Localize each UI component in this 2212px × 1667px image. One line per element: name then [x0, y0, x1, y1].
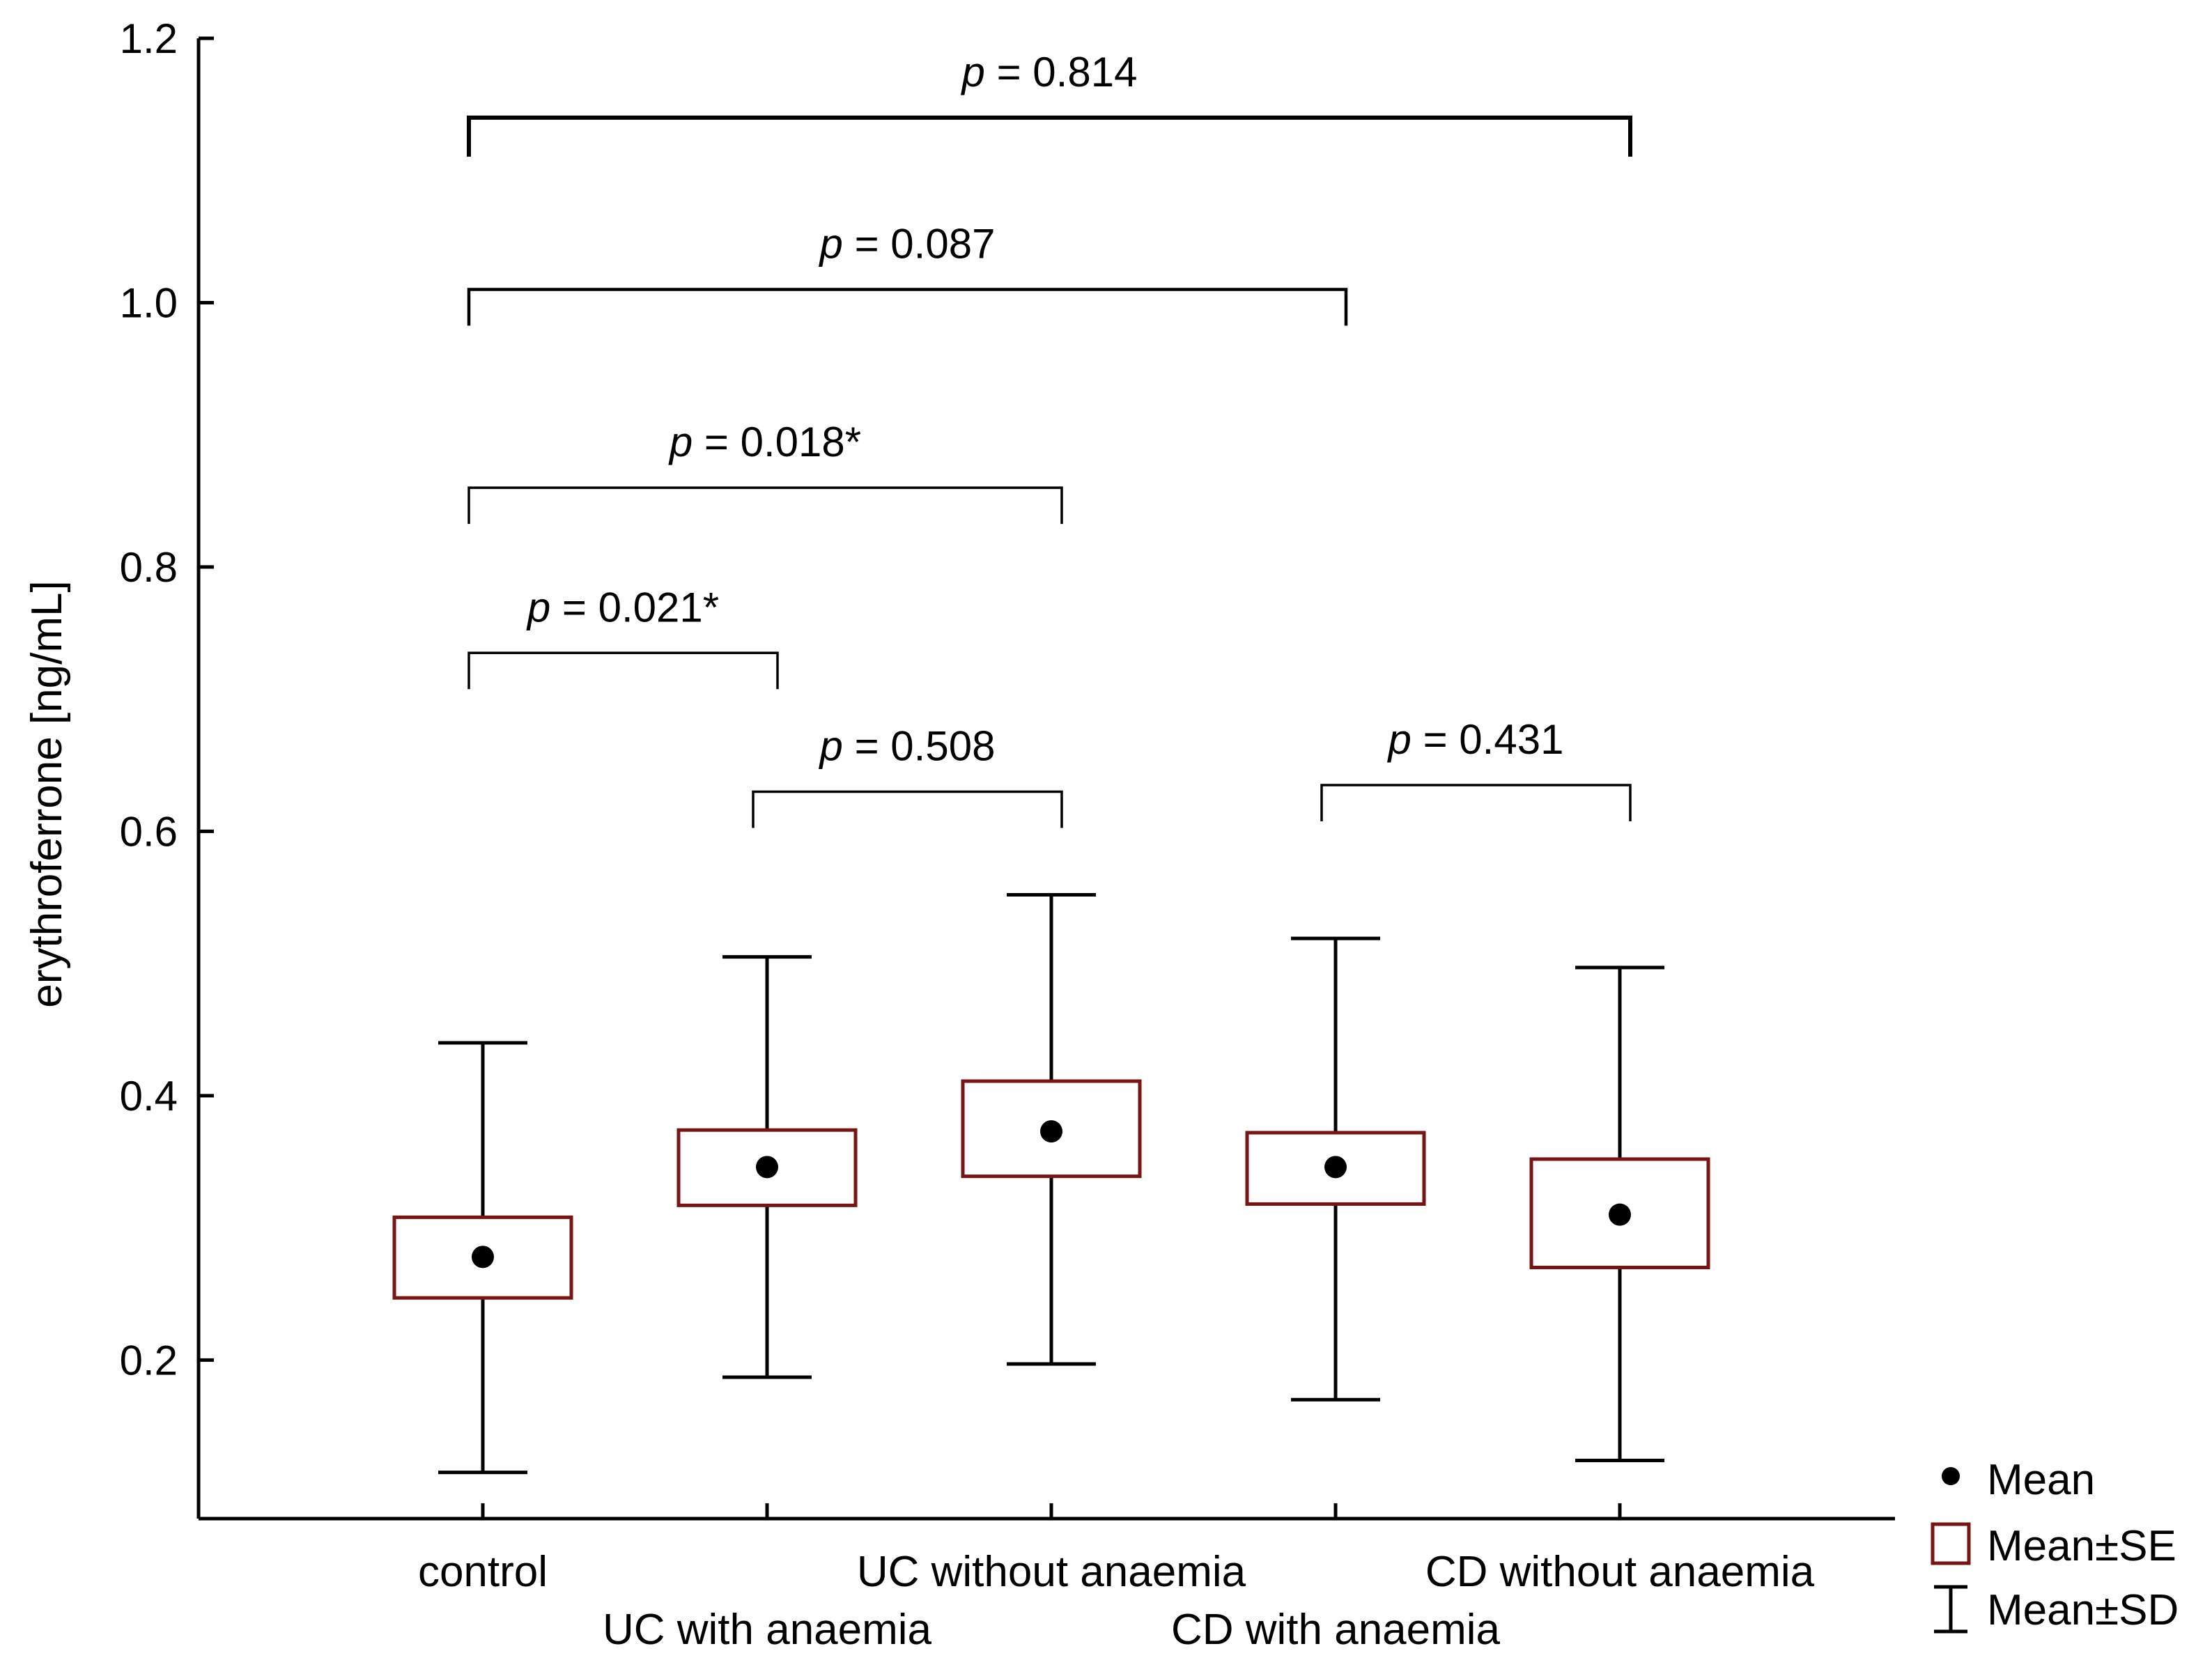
bracket — [467, 288, 1348, 326]
group-0 — [392, 1041, 573, 1475]
comparison-1: p = 0.087 — [467, 220, 1348, 326]
group-1 — [676, 955, 858, 1379]
p-value: = 0.018* — [693, 419, 861, 465]
mean-dot — [1040, 1120, 1062, 1143]
comparison-0: p = 0.814 — [467, 49, 1632, 157]
groups — [392, 892, 1710, 1475]
se-box — [676, 1128, 858, 1207]
legend-item-0: Mean — [1942, 1456, 2095, 1504]
y-ticks: 0.2 0.4 0.6 0.8 1.0 1.2 — [120, 15, 214, 1383]
legend-item-2: Mean±SD — [1934, 1585, 2179, 1634]
comparison-2: p = 0.018* — [467, 419, 1063, 525]
category-label: CD without anaemia — [1425, 1548, 1815, 1596]
category-label: UC without anaemia — [857, 1548, 1246, 1596]
mean-dot — [1609, 1203, 1631, 1226]
legend-label: Mean±SD — [1987, 1586, 2179, 1634]
bracket — [467, 115, 1632, 157]
group-3 — [1245, 936, 1426, 1402]
p-value: = 0.814 — [985, 49, 1138, 95]
comparison-5: p = 0.431 — [1320, 716, 1632, 821]
y-tick-label: 0.6 — [120, 808, 178, 855]
p-symbol: p — [526, 584, 550, 630]
x-ticks: control UC with anaemia UC without anaemia… — [418, 1503, 1815, 1654]
legend-se-icon — [1931, 1522, 1971, 1565]
p-value-label: p = 0.018* — [668, 419, 861, 465]
p-value-label: p = 0.431 — [1387, 716, 1564, 763]
comparison-3: p = 0.021* — [467, 584, 779, 690]
p-value-label: p = 0.087 — [819, 220, 996, 267]
bracket — [467, 486, 1063, 525]
category-label: control — [418, 1548, 548, 1596]
legend-label: Mean — [1987, 1456, 2095, 1504]
p-value: = 0.508 — [843, 722, 996, 769]
category-label: UC with anaemia — [603, 1606, 932, 1654]
y-tick-label: 0.8 — [120, 544, 178, 591]
p-value: = 0.087 — [843, 220, 996, 267]
p-value-label: p = 0.508 — [819, 722, 996, 769]
y-tick-label: 1.2 — [120, 15, 178, 62]
p-symbol: p — [819, 220, 843, 267]
p-symbol: p — [819, 722, 843, 769]
se-box — [961, 1079, 1142, 1179]
p-value: = 0.431 — [1411, 716, 1564, 763]
p-symbol: p — [668, 419, 693, 465]
bracket — [1320, 784, 1632, 821]
legend-label: Mean±SE — [1987, 1522, 2176, 1570]
p-value-label: p = 0.814 — [961, 49, 1138, 95]
legend-mean-icon — [1942, 1467, 1960, 1485]
y-axis-label: erythroferrone [ng/mL] — [23, 580, 71, 1007]
group-4 — [1529, 966, 1710, 1463]
bracket — [752, 790, 1063, 828]
group-2 — [961, 892, 1142, 1366]
legend-sd-icon — [1934, 1585, 1967, 1634]
mean-dot — [756, 1156, 778, 1179]
se-box — [1529, 1157, 1710, 1270]
y-tick-label: 1.0 — [120, 279, 178, 326]
p-symbol: p — [1387, 716, 1411, 763]
y-tick-label: 0.4 — [120, 1073, 178, 1119]
se-box — [1245, 1131, 1426, 1206]
p-value-label: p = 0.021* — [526, 584, 719, 630]
p-symbol: p — [961, 49, 985, 95]
legend-item-1: Mean±SE — [1931, 1522, 2176, 1570]
bracket — [467, 651, 779, 690]
se-box — [392, 1215, 573, 1300]
category-label: CD with anaemia — [1171, 1606, 1501, 1654]
mean-dot — [1324, 1156, 1347, 1179]
p-value: = 0.021* — [550, 584, 719, 630]
legend: Mean Mean±SE Mean±SD — [1931, 1456, 2179, 1634]
y-tick-label: 0.2 — [120, 1337, 178, 1383]
mean-dot — [472, 1246, 494, 1269]
comparison-4: p = 0.508 — [752, 722, 1063, 828]
